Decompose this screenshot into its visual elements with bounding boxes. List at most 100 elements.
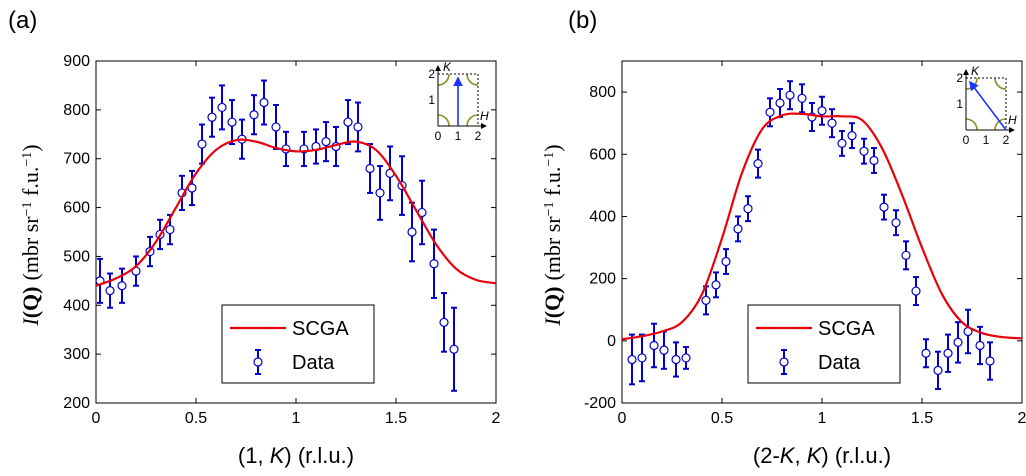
panel-a-ytick-label: 900 [63,53,90,70]
panel-b-data-point [879,202,889,212]
panel-a-inset-arc [466,114,479,127]
panel-b-data-point [753,159,763,169]
panel-b-legend-data-marker [779,357,789,367]
panel-a-ytick-label: 200 [63,395,90,412]
panel-b-data-point [921,348,931,358]
panel-a-scga-line [96,138,496,287]
panel-a-ytick-label: 500 [63,248,90,265]
panel-b-data-point [985,356,995,366]
panel-b-inset-xtick-label: 0 [963,133,970,147]
panel-b-legend-data-label: Data [818,352,861,374]
panel-b-data-point [943,348,953,358]
panel-b-xtick-label: 0.5 [711,410,733,427]
panel-a-data-series [96,79,459,392]
panel-a-data-point [321,137,331,147]
panel-a-xtick-label: 1 [292,410,301,427]
panel-b-xtick-label: 2 [1018,410,1026,427]
panel-b-scga-line [622,112,1022,341]
panel-b-data-point [869,155,879,166]
panel-a-xtick-label: 1.5 [385,410,407,427]
panel-a-legend: SCGA Data [221,304,375,384]
panel-b-data-point [911,286,921,296]
panel-b-data-point [837,138,847,148]
panel-a-inset-arc [437,73,450,86]
panel-a-data-point [165,224,175,235]
panel-a-data-point [353,122,363,132]
panel-a: (a) 0 0.5 1 1.5 2 200 300 400 500 600 700 800 900 SCG… [8,7,501,468]
panel-a-inset-xtick-label: 1 [455,129,462,143]
panel-a-data-point [407,227,417,237]
panel-a-data-point [365,163,375,174]
panel-b-data-point [797,93,807,103]
panel-a-plot: 0 0.5 1 1.5 2 200 300 400 500 600 700 800 900 SCGA Dat… [63,53,500,427]
panel-a-data-point [249,110,259,120]
panel-b-xtick-label: 0 [618,410,627,427]
panel-a-inset-ytick-label: 1 [428,93,435,107]
panel-a-legend-data-marker [253,357,263,367]
panel-b-data-point [847,131,857,141]
panel-a-ytick-label: 800 [63,102,90,119]
panel-a-inset-arc [437,114,450,127]
panel-a-data-point [439,317,449,327]
panel-b-inset-k-label: K [971,64,980,78]
panel-a-data-point [117,281,127,291]
panel-b-data-series [627,80,995,391]
panel-a-data-point [217,102,227,113]
panel-b-data-point [817,106,827,116]
panel-b-data-point [659,345,669,355]
panel-a-data-point [207,112,217,122]
panel-b-data-point [827,118,837,128]
panel-b-legend-box [747,304,901,384]
panel-b-inset-xtick-label: 1 [983,133,990,147]
panel-b-inset-arc [994,118,1007,131]
panel-b-ytick-label: 0 [607,333,616,350]
panel-b-data-point [733,224,743,234]
panel-b: (b) 0 0.5 1 1.5 2-2000200400600800SCGADataKH… [540,7,1026,468]
panel-b-data-point [649,340,659,351]
panel-b-ylabel: I(Q)(mbr sr−1 f.u.−1) [540,144,565,326]
panel-a-data-point [429,259,439,269]
panel-b-data-point [721,256,731,267]
panel-b-inset-h-label: H [1008,113,1017,127]
panel-a-inset-arc [466,73,479,86]
panel-b-data-point [933,365,943,375]
panel-b-ytick-label: 800 [589,84,616,101]
panel-b-data-point [891,218,901,228]
panel-b-data-point [627,354,637,365]
panel-b-data-point [975,340,985,351]
panel-a-inset-k-label: K [443,60,452,74]
panel-b-ytick-label: -200 [584,395,616,412]
panel-b-data-point [775,98,785,108]
panel-a-legend-box [221,304,375,384]
panel-b-data-point [859,146,869,156]
panel-a-letter: (a) [8,7,37,34]
panel-b-inset-arc [994,77,1007,90]
panel-b-data-point [671,354,681,365]
panel-b-xlabel: (2-K, K) (r.l.u.) [753,443,891,468]
panel-b-inset-ytick-label: 1 [956,97,963,111]
panel-a-xtick-label: 2 [492,410,501,427]
panel-b-inset-xtick-label: 2 [1003,133,1010,147]
panel-a-ytick-label: 400 [63,297,90,314]
panel-b-legend: SCGA Data [747,304,901,384]
panel-b-data-point [711,280,721,290]
panel-a-xtick-label: 0 [92,410,101,427]
panel-a-data-point [197,139,207,149]
panel-b-inset-arc [965,118,978,131]
panel-a-ytick-label: 700 [63,151,90,168]
panel-b-data-point [785,90,795,100]
panel-a-xlabel: (1, K) (r.l.u.) [238,443,354,468]
panel-a-ylabel: I(Q)(mbr sr−1 f.u.−1) [18,144,43,326]
panel-a-data-point [271,122,281,132]
panel-a-inset-xtick-label: 2 [475,129,482,143]
panel-b-ytick-label: 400 [589,208,616,225]
panel-b-data-point [701,295,711,305]
panel-a-xtick-label: 0.5 [185,410,207,427]
panel-b-data-point [953,337,963,347]
panel-a-data-point [227,117,237,127]
panel-b-inset-ytick-label: 2 [956,71,963,85]
panel-a-inset-ytick-label: 2 [428,67,435,81]
